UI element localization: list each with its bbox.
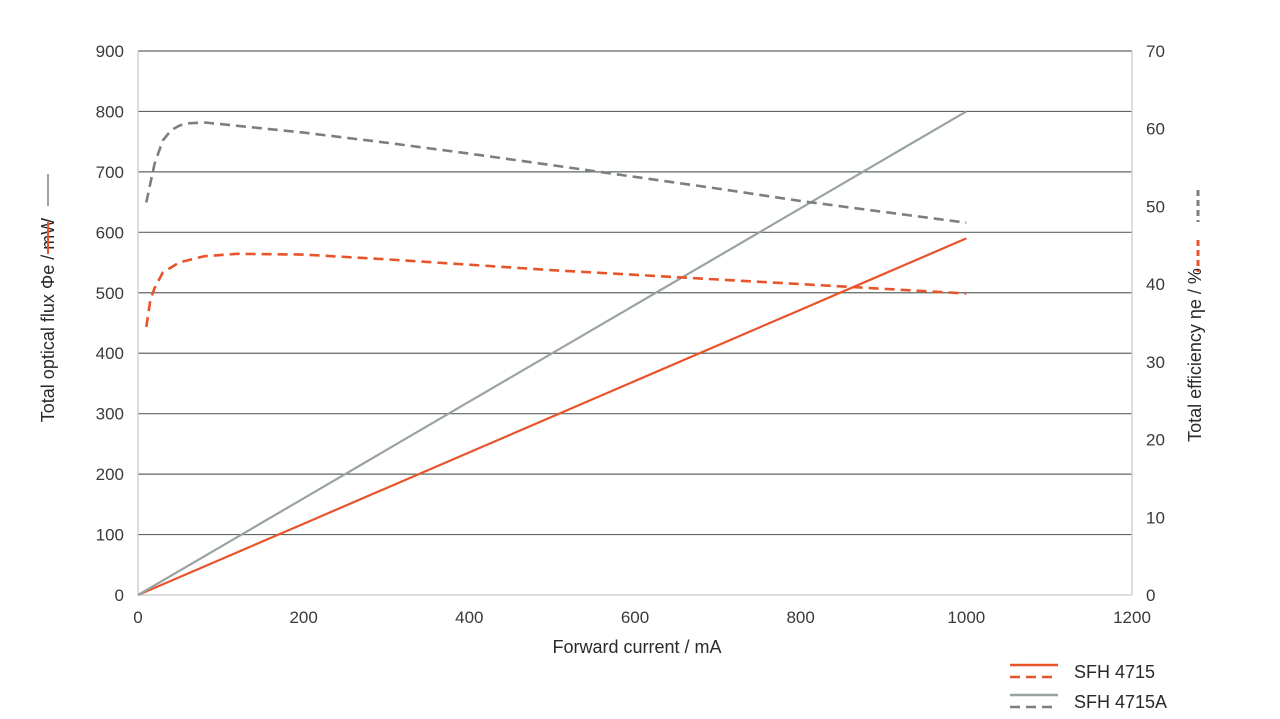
y-right-axis-title-group: Total efficiency ηe / % bbox=[1185, 190, 1205, 442]
x-tick-label-200: 200 bbox=[289, 608, 317, 627]
y-left-tick-label-700: 700 bbox=[96, 163, 124, 182]
y-right-tick-label-30: 30 bbox=[1146, 353, 1165, 372]
y-left-tick-label-300: 300 bbox=[96, 405, 124, 424]
y-left-tick-label-100: 100 bbox=[96, 526, 124, 545]
series-sfh4715-flux-line bbox=[137, 237, 967, 597]
y-left-tick-label-900: 900 bbox=[96, 42, 124, 61]
legend-item-sfh4715a: SFH 4715A bbox=[1010, 692, 1167, 712]
x-tick-label-800: 800 bbox=[786, 608, 814, 627]
y-left-axis-title: Total optical flux Φe / mW bbox=[38, 218, 58, 422]
legend-label-sfh4715a: SFH 4715A bbox=[1074, 692, 1167, 712]
series-sfh4715-efficiency-line bbox=[145, 252, 967, 328]
x-tick-label-400: 400 bbox=[455, 608, 483, 627]
x-tick-label-0: 0 bbox=[133, 608, 142, 627]
y-right-tick-label-0: 0 bbox=[1146, 586, 1155, 605]
y-right-tick-label-60: 60 bbox=[1146, 120, 1165, 139]
y-right-tick-label-10: 10 bbox=[1146, 508, 1165, 527]
x-tick-label-600: 600 bbox=[621, 608, 649, 627]
y-left-tick-label-800: 800 bbox=[96, 102, 124, 121]
series-sfh4715a-flux-line bbox=[137, 110, 967, 596]
legend-label-sfh4715: SFH 4715 bbox=[1074, 662, 1155, 682]
y-left-tick-label-200: 200 bbox=[96, 465, 124, 484]
y-left-tick-label-600: 600 bbox=[96, 223, 124, 242]
gridlines bbox=[138, 50, 1132, 536]
y-left-axis-title-group: Total optical flux Φe / mW bbox=[38, 174, 58, 422]
axes bbox=[137, 51, 1133, 596]
y-right-tick-label-50: 50 bbox=[1146, 197, 1165, 216]
series-layer bbox=[137, 110, 967, 597]
y-right-tick-label-70: 70 bbox=[1146, 42, 1165, 61]
series-sfh4715a-efficiency-line bbox=[145, 121, 967, 224]
y-left-tick-label-500: 500 bbox=[96, 284, 124, 303]
y-left-tick-label-0: 0 bbox=[115, 586, 124, 605]
y-left-tick-label-400: 400 bbox=[96, 344, 124, 363]
x-axis-title: Forward current / mA bbox=[552, 637, 721, 657]
y-right-tick-label-40: 40 bbox=[1146, 275, 1165, 294]
y-right-tick-label-20: 20 bbox=[1146, 431, 1165, 450]
x-tick-label-1000: 1000 bbox=[947, 608, 985, 627]
ticks: 0 200 400 600 800 1000 12000100200300400500600… bbox=[96, 42, 1165, 627]
legend: SFH 4715 SFH 4715A bbox=[1010, 662, 1167, 712]
y-right-axis-title: Total efficiency ηe / % bbox=[1185, 268, 1205, 442]
legend-item-sfh4715: SFH 4715 bbox=[1010, 662, 1155, 682]
x-tick-label-1200: 1200 bbox=[1113, 608, 1151, 627]
